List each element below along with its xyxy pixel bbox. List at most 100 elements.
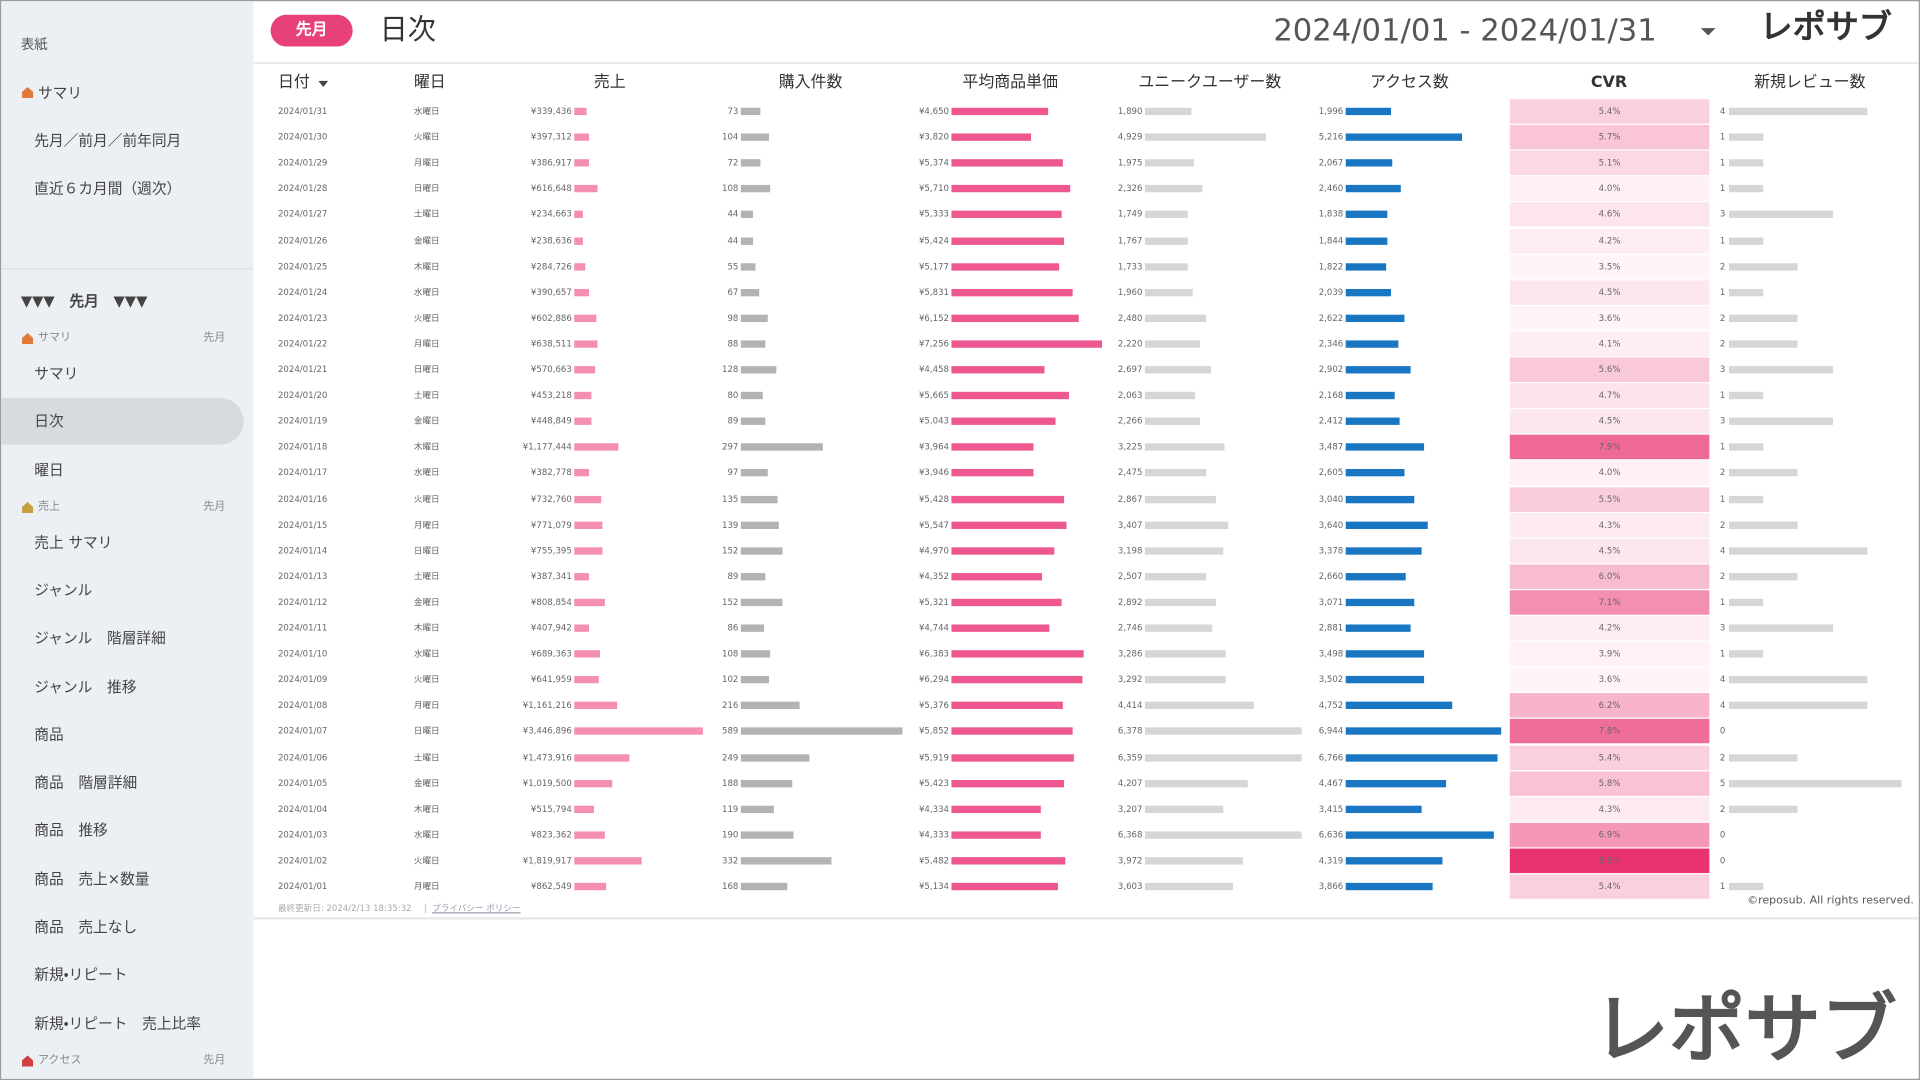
- data-bar: [951, 443, 1034, 451]
- data-bar: [574, 831, 605, 839]
- nav-link[interactable]: 先月／前月／前年同月: [34, 132, 182, 150]
- cvr-text: 3.9%: [1598, 649, 1621, 659]
- cvr-text: 4.1%: [1598, 339, 1621, 349]
- date-range[interactable]: 2024/01/01 - 2024/01/31: [1273, 12, 1657, 48]
- copyright: ©reposub. All rights reserved.: [1747, 895, 1914, 908]
- cell-value: 3,286: [1117, 649, 1143, 659]
- data-bar: [1345, 133, 1463, 141]
- nav-item[interactable]: 曜日: [34, 461, 64, 479]
- cell-value: ¥4,334: [918, 804, 949, 814]
- data-bar: [1728, 443, 1764, 451]
- data-bar: [1144, 262, 1188, 271]
- date-cell: 2024/01/03: [277, 829, 328, 840]
- privacy-link[interactable]: プライバシー ポリシー: [432, 903, 521, 914]
- data-bar: [1345, 598, 1415, 606]
- data-bar: [1345, 753, 1498, 762]
- data-bar: [951, 831, 1042, 839]
- data-bar: [1728, 546, 1868, 555]
- cell-value: ¥5,043: [918, 416, 949, 427]
- data-bar: [951, 159, 1063, 167]
- date-cell: 2024/01/21: [277, 364, 328, 375]
- cvr-text: 4.3%: [1598, 519, 1621, 530]
- cell-value: ¥1,473,916: [522, 752, 572, 763]
- data-bar: [1728, 340, 1799, 348]
- nav-item[interactable]: 商品 推移: [34, 822, 108, 840]
- date-cell: 2024/01/06: [277, 752, 328, 763]
- nav-item[interactable]: 新規・リピート 売上比率: [34, 1014, 201, 1032]
- page-title: 日次: [379, 14, 436, 47]
- nav-group-label: 売上: [37, 500, 61, 513]
- cell-value: ¥238,636: [530, 235, 572, 246]
- cell-value: 1,844: [1318, 235, 1344, 246]
- date-cell: 2024/01/07: [277, 726, 328, 737]
- nav-item[interactable]: 日次: [34, 413, 64, 431]
- data-bar: [740, 314, 768, 322]
- cell-value: ¥6,152: [918, 313, 949, 324]
- data-bar: [951, 417, 1057, 426]
- data-bar: [574, 779, 613, 787]
- cvr-cell: [1509, 667, 1710, 693]
- date-cell: 2024/01/18: [277, 442, 328, 453]
- date-cell: 2024/01/10: [277, 649, 328, 659]
- cell-value: 6,944: [1318, 726, 1344, 737]
- weekday-cell: 火曜日: [413, 132, 440, 143]
- data-bar: [740, 107, 761, 116]
- period-badge[interactable]: 先月: [270, 14, 353, 47]
- data-bar: [1345, 779, 1446, 787]
- data-bar: [740, 521, 779, 529]
- nav-item[interactable]: サマリ: [34, 364, 79, 383]
- nav-item[interactable]: 商品: [34, 725, 64, 744]
- dropdown-arrow[interactable]: [1698, 26, 1718, 38]
- cell-value: 2,881: [1318, 623, 1344, 634]
- cvr-text: 5.4%: [1598, 881, 1621, 892]
- nav-item[interactable]: ジャンル 階層詳細: [34, 629, 166, 647]
- weekday-cell: 月曜日: [413, 158, 440, 168]
- nav-item[interactable]: 売上 サマリ: [34, 533, 113, 551]
- nav-group-period: 先月: [203, 1053, 226, 1067]
- cell-value: 4: [1719, 106, 1726, 117]
- data-bar: [574, 676, 599, 684]
- cell-value: 1: [1719, 442, 1726, 453]
- nav-item[interactable]: 商品 売上なし: [34, 918, 138, 936]
- nav-item[interactable]: 新規・リピート: [34, 966, 128, 984]
- cell-value: 2,067: [1318, 158, 1344, 168]
- cell-value: ¥4,744: [918, 623, 949, 634]
- nav-item[interactable]: 商品 階層詳細: [34, 773, 138, 792]
- cvr-cell: [1509, 280, 1710, 305]
- cell-value: 1,996: [1318, 106, 1344, 117]
- cvr-text: 5.8%: [1598, 778, 1621, 789]
- data-bar: [740, 133, 770, 141]
- data-bar: [574, 236, 584, 245]
- cell-value: 2: [1719, 752, 1726, 763]
- cell-value: 2,605: [1318, 468, 1344, 479]
- data-bar: [1144, 831, 1302, 839]
- cell-value: 2,892: [1117, 597, 1143, 608]
- weekday-cell: 金曜日: [413, 778, 440, 789]
- data-bar: [1728, 211, 1833, 219]
- data-bar: [951, 676, 1083, 684]
- data-bar: [740, 159, 761, 167]
- cvr-cell: [1509, 615, 1710, 641]
- data-bar: [951, 288, 1073, 296]
- sort-arrow[interactable]: [317, 80, 329, 90]
- nav-item[interactable]: ジャンル 推移: [34, 677, 137, 695]
- cvr-text: 3.6%: [1598, 674, 1621, 685]
- nav-item[interactable]: 商品 売上×数量: [34, 870, 150, 888]
- nav-home[interactable]: サマリ: [37, 84, 83, 102]
- nav-cover[interactable]: 表紙: [20, 36, 48, 53]
- cvr-cell: [1509, 564, 1710, 589]
- data-bar: [1345, 805, 1423, 813]
- cell-value: 88: [727, 339, 739, 349]
- nav-item[interactable]: ジャンル: [34, 581, 93, 599]
- nav-link[interactable]: 直近６カ月間（週次）: [34, 180, 182, 198]
- column-header[interactable]: 日付: [277, 73, 310, 92]
- cvr-cell: [1509, 693, 1710, 718]
- cell-value: 1,767: [1117, 235, 1143, 246]
- weekday-cell: 金曜日: [413, 416, 440, 427]
- cell-value: 1: [1719, 287, 1726, 298]
- cell-value: ¥3,946: [918, 468, 949, 479]
- last-updated: 最終更新日: 2024/2/13 18:35:32: [277, 903, 412, 914]
- weekday-cell: 木曜日: [413, 261, 440, 272]
- cell-value: 97: [727, 468, 739, 479]
- cell-value: 6,378: [1117, 726, 1143, 737]
